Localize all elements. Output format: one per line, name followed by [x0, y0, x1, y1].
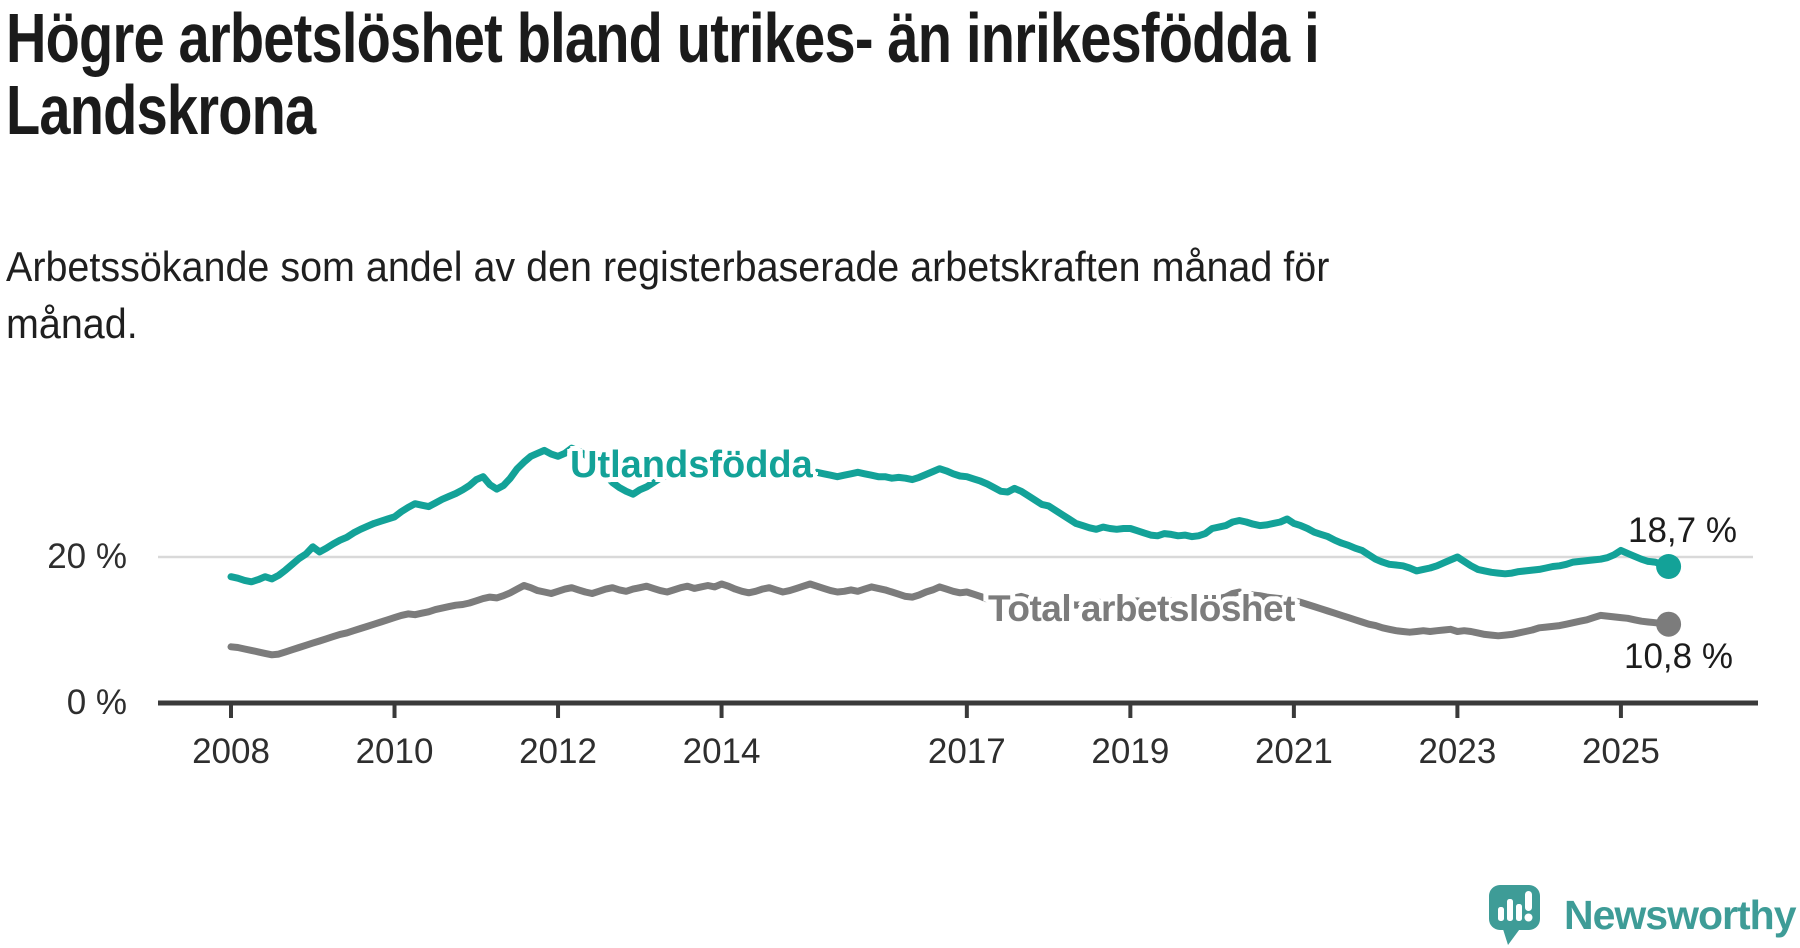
series-end-dots	[1656, 554, 1682, 637]
subtitle-line-1: Arbetssökande som andel av den registerb…	[6, 243, 1330, 290]
series-label-utlandsfodda: Utlandsfödda	[570, 444, 813, 486]
end-value-label-total: 10,8 %	[1624, 637, 1733, 676]
series-line	[227, 444, 1673, 586]
series-line	[227, 580, 1673, 659]
data-series-lines	[227, 444, 1673, 659]
series-end-dot	[1656, 554, 1682, 579]
x-tick-label: 2008	[192, 732, 270, 771]
x-tick-label: 2025	[1581, 732, 1660, 771]
series-end-dot	[1656, 611, 1682, 637]
end-value-label-utlandsfodda: 18,7 %	[1628, 511, 1737, 550]
newsworthy-logo: Newsworthy	[1488, 884, 1796, 946]
x-tick-label: 2023	[1418, 732, 1497, 771]
page-title: Högre arbetslöshet bland utrikes- än inr…	[6, 0, 1320, 149]
newsworthy-logo-text: Newsworthy	[1564, 892, 1796, 938]
x-tick-label: 2010	[355, 732, 434, 771]
x-tick-label: 2014	[682, 732, 761, 771]
newsworthy-logo-icon	[1489, 885, 1540, 945]
x-tick-label: 2017	[927, 732, 1006, 771]
x-tick-label: 2019	[1091, 732, 1170, 771]
chart-subtitle: Arbetssökande som andel av den registerb…	[6, 238, 1329, 352]
series-label-total-arbetsloshet: Total arbetslöshet	[988, 588, 1295, 629]
x-tick-label: 2012	[519, 732, 597, 771]
x-tick-label: 2021	[1254, 732, 1333, 771]
y-tick-label-0: 0 %	[66, 683, 127, 722]
title-line-2: Landskrona	[6, 71, 316, 149]
subtitle-line-2: månad.	[6, 300, 138, 347]
y-tick-label-20: 20 %	[47, 537, 127, 576]
title-line-1: Högre arbetslöshet bland utrikes- än inr…	[6, 0, 1320, 77]
